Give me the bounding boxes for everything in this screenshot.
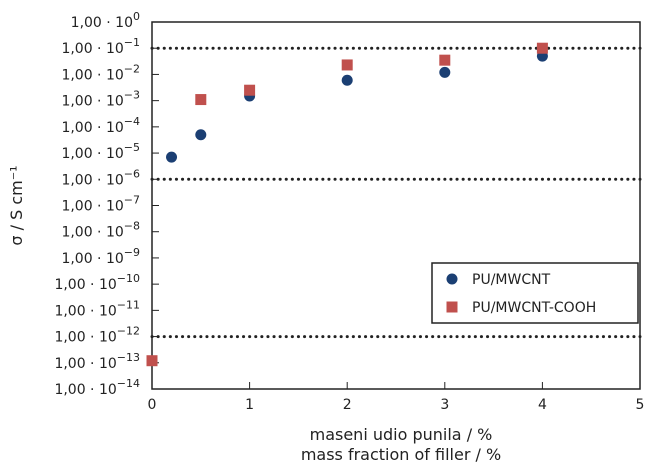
legend-label: PU/MWCNT-COOH: [472, 300, 596, 316]
x-axis-title: maseni udio punila / %: [310, 425, 493, 444]
data-point-pu-mwcnt-cooh: [341, 59, 353, 71]
data-point-pu-mwcnt-cooh: [244, 84, 256, 96]
y-tick-label: 1,00 · 10−2: [61, 62, 140, 83]
legend: PU/MWCNT PU/MWCNT-COOH: [431, 262, 639, 324]
plot-frame: [151, 21, 641, 390]
y-tick-label: 1,00 · 10−10: [54, 272, 140, 293]
data-point-pu-mwcnt-cooh: [536, 42, 548, 54]
legend-box: [431, 262, 639, 324]
x-tick-label: 5: [636, 397, 645, 413]
data-point-pu-mwcnt: [341, 74, 353, 86]
data-points: [146, 42, 548, 367]
y-tick-label: 1,00 · 10−12: [54, 325, 140, 346]
legend-marker: [446, 301, 458, 313]
legend-marker: [446, 273, 458, 285]
data-point-pu-mwcnt: [195, 129, 207, 141]
data-point-pu-mwcnt-cooh: [439, 54, 451, 66]
data-point-pu-mwcnt: [166, 151, 178, 163]
y-tick-label: 1,00 · 10−9: [61, 246, 140, 267]
x-tick-label: 4: [538, 397, 547, 413]
axis-labels: maseni udio punila / %mass fraction of f…: [7, 165, 501, 464]
x-tick-label: 3: [440, 397, 449, 413]
y-tick-label: 1,00 · 10−7: [61, 194, 140, 215]
y-tick-label: 1,00 · 10−13: [54, 351, 140, 372]
data-point-pu-mwcnt-cooh: [146, 355, 158, 367]
x-axis-title: mass fraction of filler / %: [301, 445, 501, 464]
y-tick-label: 1,00 · 10−8: [61, 220, 140, 241]
y-tick-label: 1,00 · 10−1: [61, 36, 140, 57]
y-tick-label: 1,00 · 10−3: [61, 89, 140, 110]
x-tick-label: 0: [148, 397, 157, 413]
data-point-pu-mwcnt: [439, 66, 451, 78]
legend-label: PU/MWCNT: [472, 272, 551, 288]
y-axis-title: σ / S cm⁻¹: [7, 165, 26, 245]
y-tick-label: 1,00 · 10−6: [61, 167, 140, 188]
y-tick-label: 1,00 · 10−14: [54, 377, 140, 398]
data-point-pu-mwcnt-cooh: [195, 94, 207, 106]
axes: 1,00 · 100 1,00 · 10−1 1,00 · 10−2 1,00 · 1…: [54, 10, 644, 413]
y-tick-label: 1,00 · 10−4: [61, 115, 140, 136]
x-tick-label: 2: [343, 397, 352, 413]
y-tick-label: 1,00 · 100: [71, 10, 140, 31]
x-tick-label: 1: [245, 397, 254, 413]
reference-lines: [150, 46, 642, 339]
y-tick-label: 1,00 · 10−11: [54, 298, 140, 319]
y-tick-label: 1,00 · 10−5: [61, 141, 140, 162]
